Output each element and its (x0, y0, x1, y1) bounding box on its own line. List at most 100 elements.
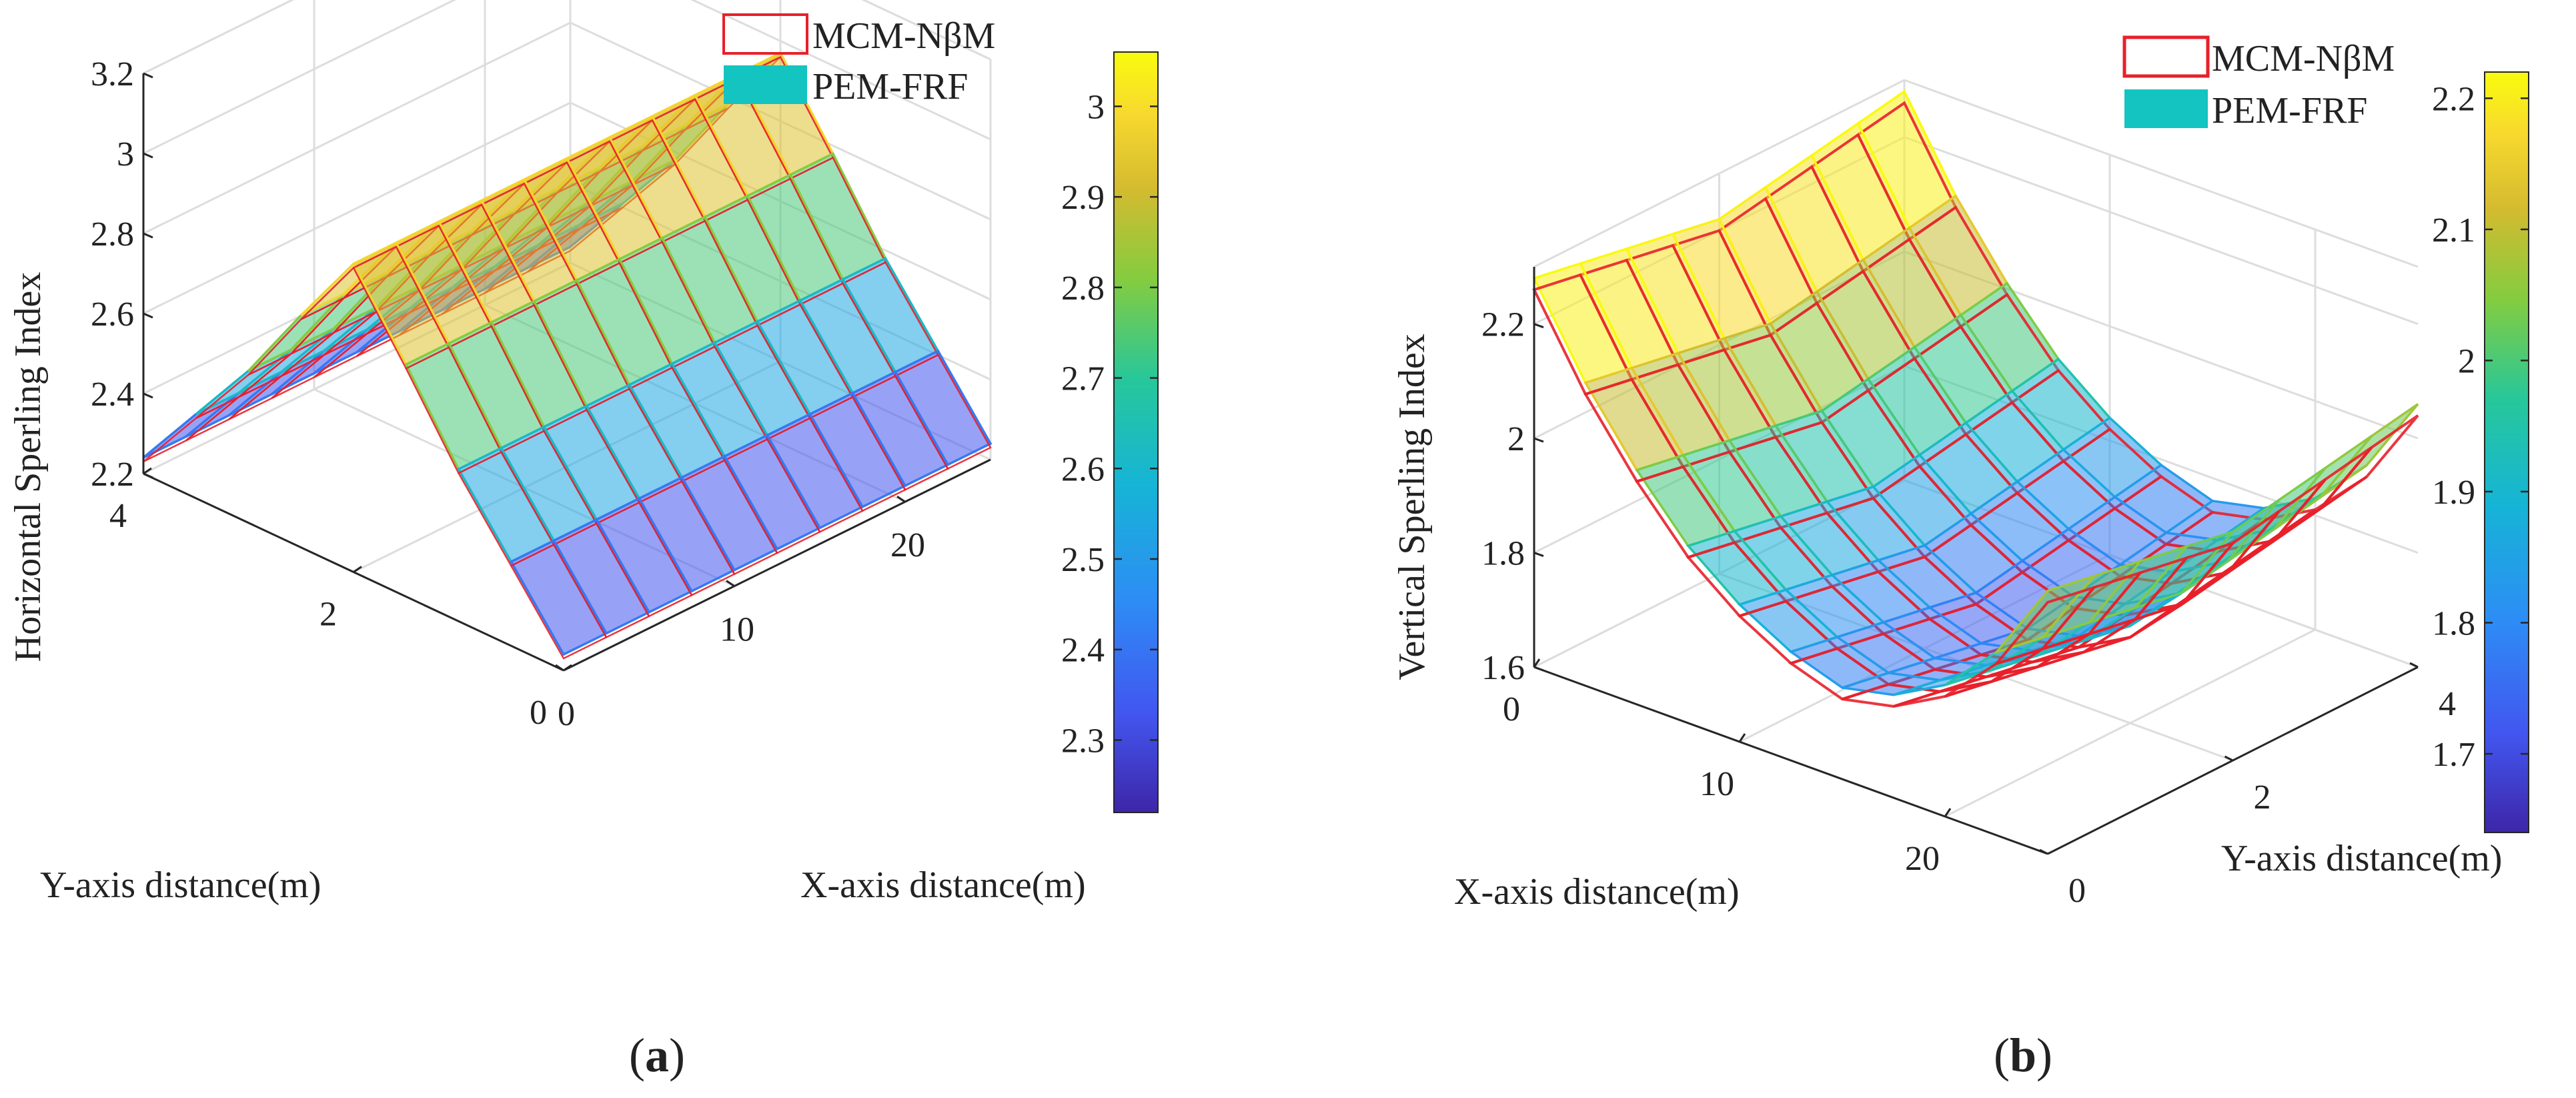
legend-a-label-mcm: MCM-NβM (812, 15, 995, 57)
y-tick-label: 4 (109, 497, 127, 535)
grid-line-z (143, 0, 295, 75)
y-tick-label: 2 (319, 596, 337, 634)
legend-b-swatch-pem (2124, 89, 2208, 128)
panel-a-surfaces (142, 51, 993, 660)
panel-b-caption: (b) (1994, 1029, 2052, 1082)
z-tick-label: 2.6 (91, 296, 134, 334)
y-tick-mark (353, 566, 362, 573)
panel-a-axes: 0 10 20 0 2 42.2 2.4 2.6 2.8 3 3.2 (91, 55, 991, 733)
y-tick-mark (2409, 662, 2419, 668)
x-tick-label: 10 (1700, 765, 1734, 803)
x-axis-line (1533, 666, 2048, 855)
y-tick-label: 0 (530, 694, 547, 732)
x-tick-mark (896, 495, 906, 503)
z-tick-label: 2 (1507, 420, 1525, 458)
panel-a: 0 10 20 0 2 42.2 2.4 2.6 2.8 3 3.2 Horizontal Sper… (7, 0, 1159, 1082)
x-tick-label: 10 (720, 611, 754, 649)
panel-b: 0 10 20 0 2 4 1.6 1.8 2 2.2 Vertical Sperling Ind… (1391, 35, 2529, 1082)
grid-line-z (690, 0, 991, 141)
legend-b-swatch-mcm (2122, 35, 2210, 78)
panel-a-colorbar: 2.3 2.4 2.5 2.6 2.7 2.8 2.9 3 (1061, 51, 1159, 813)
z-tick-mark (143, 312, 153, 319)
colorbar-tick-label: 2.2 (2432, 80, 2475, 118)
y-tick-label: 2 (2254, 778, 2271, 816)
box-edge (1904, 79, 2419, 268)
z-tick-mark (1533, 437, 1544, 443)
x-tick-mark (555, 664, 564, 672)
z-tick-mark (143, 72, 153, 79)
panel-b-x-axis-label: X-axis distance(m) (1454, 871, 1740, 913)
colorbar-tick-label: 1.8 (2432, 605, 2475, 643)
panel-a-legend: MCM-NβM PEM-FRF (722, 13, 995, 107)
legend-a-label-pem: PEM-FRF (812, 66, 968, 107)
x-tick-label: 20 (890, 526, 925, 564)
colorbar-a-gradient (1113, 51, 1159, 813)
y-tick-mark (563, 664, 572, 672)
x-tick-mark (1533, 658, 1541, 668)
panel-b-colorbar: 1.7 1.8 1.9 2 2.1 2.2 (2432, 71, 2529, 833)
z-tick-mark (143, 472, 153, 479)
panel-b-surfaces (1532, 89, 2419, 708)
legend-b-label-mcm: MCM-NβM (2212, 38, 2395, 79)
mcm-nbm-mesh-patch (1992, 584, 2098, 666)
z-tick-mark (143, 392, 153, 399)
y-tick-mark (2224, 755, 2234, 762)
colorbar-tick-label: 3 (1087, 88, 1105, 126)
z-tick-mark (1533, 323, 1544, 329)
legend-b-label-pem: PEM-FRF (2212, 90, 2367, 131)
panel-a-z-axis-label: Horizontal Sperling Index (7, 272, 49, 662)
y-tick-mark (143, 467, 152, 475)
z-tick-label: 2.4 (91, 376, 134, 414)
x-tick-mark (726, 580, 735, 587)
grid-line-z (143, 21, 571, 235)
colorbar-tick-label: 2.9 (1061, 179, 1105, 217)
legend-a-swatch-mcm (722, 13, 808, 55)
z-tick-mark (1533, 552, 1544, 557)
pem-frf-surface-patch (509, 539, 608, 656)
x-tick-mark (1738, 733, 1746, 742)
z-tick-mark (1533, 666, 1544, 672)
grid-line-z (1904, 136, 2419, 326)
legend-a-swatch-pem (724, 65, 807, 104)
colorbar-tick-label: 2.3 (1061, 722, 1105, 760)
grid-line-z (143, 101, 571, 315)
z-tick-label: 3.2 (91, 55, 134, 93)
grid-line-z (143, 0, 457, 155)
box-edge (143, 0, 295, 75)
colorbar-tick-label: 2.1 (2432, 211, 2475, 249)
colorbar-tick-label: 1.9 (2432, 474, 2475, 512)
panel-a-x-axis-label: X-axis distance(m) (800, 865, 1086, 906)
x-tick-label: 0 (558, 695, 575, 733)
colorbar-tick-label: 1.7 (2432, 736, 2475, 774)
panel-a-caption: (a) (629, 1029, 685, 1082)
colorbar-tick-label: 2.5 (1061, 541, 1105, 579)
panel-b-z-axis-label: Vertical Sperling Index (1391, 334, 1433, 680)
y-tick-label: 0 (2068, 872, 2086, 910)
z-tick-label: 2.2 (91, 456, 134, 494)
x-tick-mark (1944, 808, 1952, 817)
colorbar-b-gradient (2484, 71, 2529, 833)
x-tick-label: 20 (1905, 840, 1940, 878)
z-tick-mark (143, 152, 153, 159)
box-edge (1533, 79, 1905, 268)
colorbar-tick-label: 2.7 (1061, 360, 1105, 398)
colorbar-tick-label: 2 (2458, 342, 2475, 380)
colorbar-tick-label: 2.8 (1061, 269, 1105, 308)
panel-b-y-axis-label: Y-axis distance(m) (2221, 838, 2502, 879)
panel-b-legend: MCM-NβM PEM-FRF (2122, 35, 2395, 131)
y-tick-mark (2039, 849, 2048, 855)
box-edge (861, 0, 991, 61)
z-tick-label: 1.6 (1481, 649, 1525, 687)
colorbar-tick-label: 2.6 (1061, 450, 1105, 488)
z-tick-mark (143, 232, 153, 239)
z-tick-label: 2.8 (91, 215, 134, 253)
pem-frf-surface-patch (142, 392, 239, 459)
z-tick-label: 1.8 (1481, 535, 1525, 573)
x-axis-line (563, 458, 991, 672)
z-tick-label: 2.2 (1481, 306, 1525, 344)
x-tick-label: 0 (1503, 690, 1520, 728)
mcm-nbm-mesh-patch (510, 543, 608, 660)
colorbar-tick-label: 2.4 (1061, 632, 1105, 670)
y-tick-label: 4 (2439, 685, 2456, 723)
